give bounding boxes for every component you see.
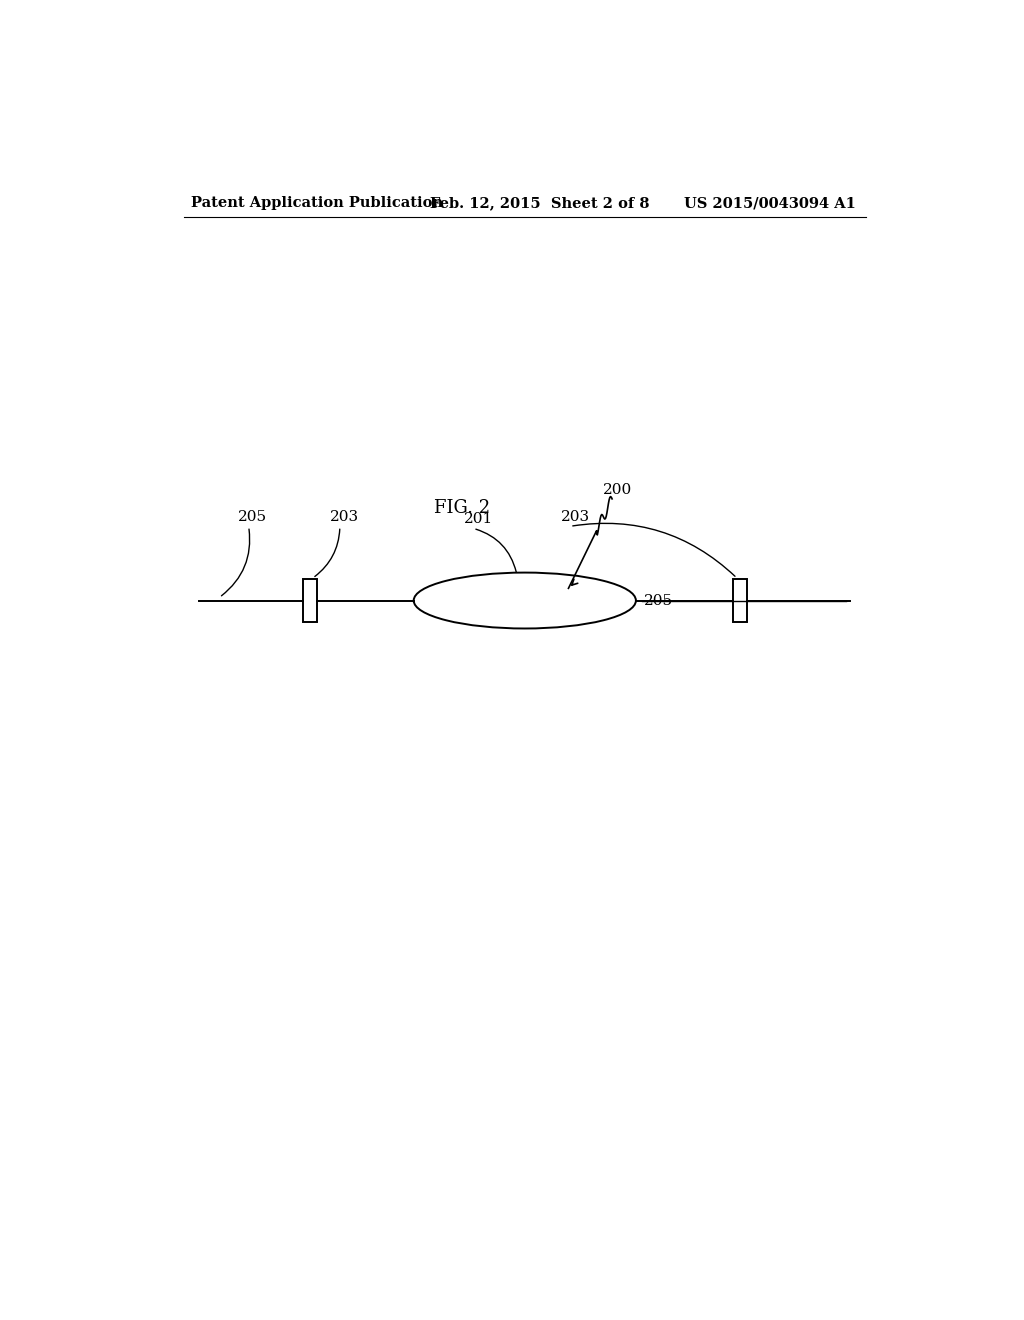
Text: 205: 205 [238, 511, 266, 524]
Text: FIG. 2: FIG. 2 [433, 499, 489, 517]
Text: Feb. 12, 2015  Sheet 2 of 8: Feb. 12, 2015 Sheet 2 of 8 [430, 195, 649, 210]
Bar [733, 579, 748, 622]
Text: 205: 205 [644, 594, 673, 607]
Text: 203: 203 [560, 511, 590, 524]
Text: US 2015/0043094 A1: US 2015/0043094 A1 [684, 195, 855, 210]
Text: 203: 203 [331, 511, 359, 524]
Ellipse shape [414, 573, 636, 628]
Text: 201: 201 [464, 512, 493, 527]
Bar [303, 579, 316, 622]
Text: Patent Application Publication: Patent Application Publication [191, 195, 443, 210]
Text: 200: 200 [602, 483, 632, 496]
